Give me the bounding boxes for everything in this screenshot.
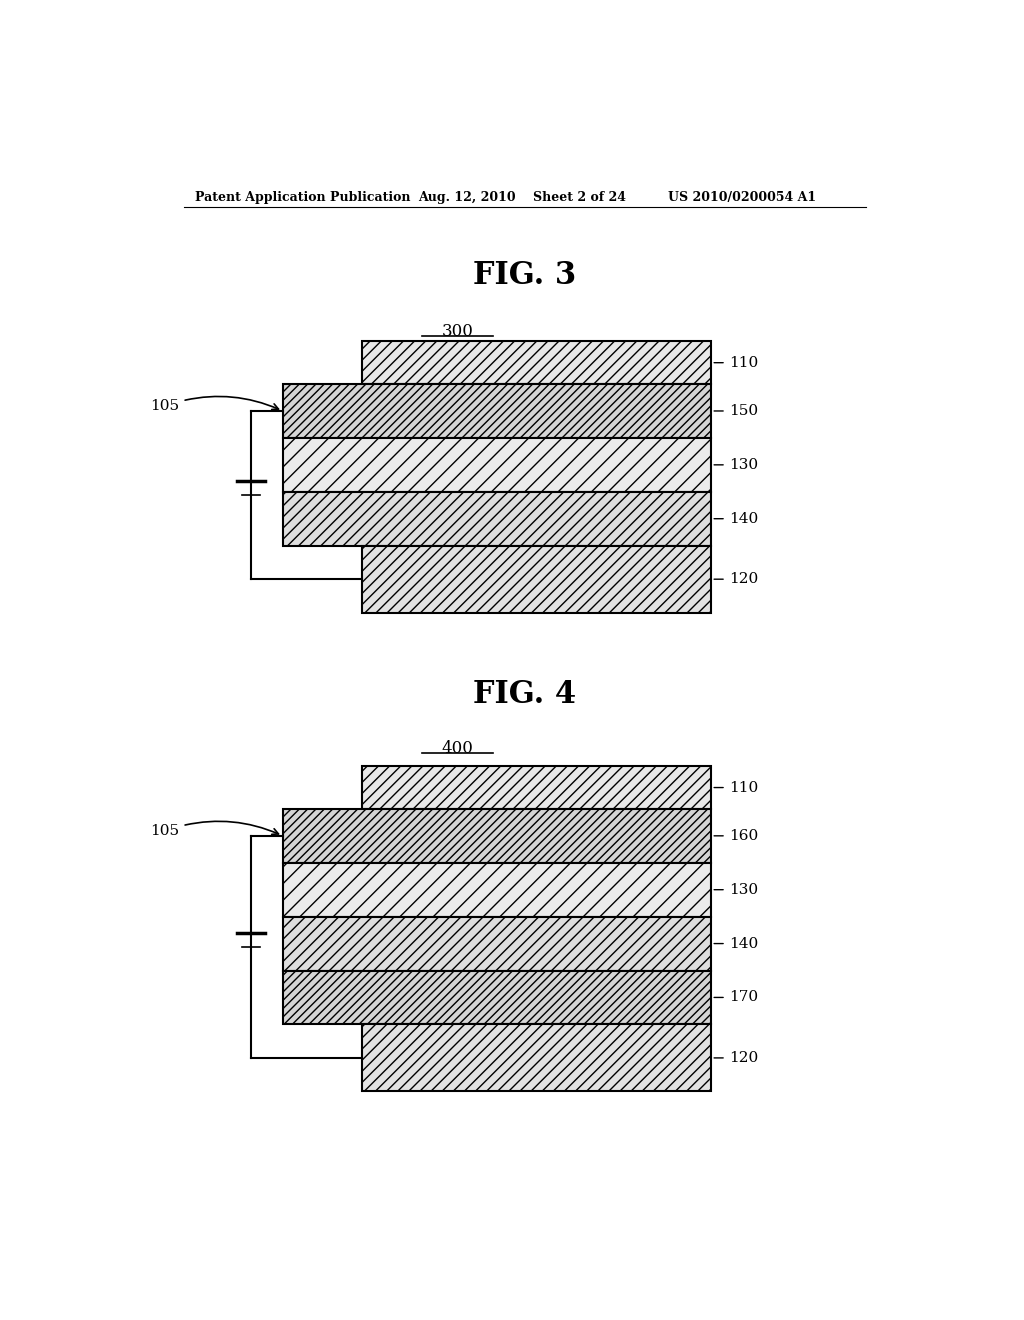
Text: 300: 300	[441, 323, 473, 341]
Text: 160: 160	[714, 829, 758, 843]
Text: 140: 140	[714, 512, 758, 525]
Bar	[283, 438, 712, 492]
Bar	[362, 766, 712, 809]
Text: 110: 110	[714, 355, 758, 370]
Text: 400: 400	[441, 739, 473, 756]
Text: Sheet 2 of 24: Sheet 2 of 24	[532, 191, 626, 203]
Bar	[283, 863, 712, 916]
Text: Patent Application Publication: Patent Application Publication	[196, 191, 411, 203]
Text: 140: 140	[714, 937, 758, 950]
Text: 105: 105	[151, 821, 279, 838]
Text: FIG. 3: FIG. 3	[473, 260, 577, 290]
Bar	[283, 970, 712, 1024]
Bar	[283, 809, 712, 863]
Text: 120: 120	[714, 1051, 758, 1065]
Bar	[362, 342, 712, 384]
Text: 130: 130	[714, 883, 758, 896]
Bar	[283, 916, 712, 970]
Text: 110: 110	[714, 780, 758, 795]
Text: 105: 105	[151, 396, 279, 413]
Text: US 2010/0200054 A1: US 2010/0200054 A1	[668, 191, 816, 203]
Bar	[283, 384, 712, 438]
Text: FIG. 4: FIG. 4	[473, 678, 577, 710]
Bar	[283, 492, 712, 545]
Text: 150: 150	[714, 404, 758, 418]
Text: 130: 130	[714, 458, 758, 471]
Bar	[362, 545, 712, 612]
Text: 170: 170	[714, 990, 758, 1005]
Bar	[362, 1024, 712, 1092]
Text: 120: 120	[714, 572, 758, 586]
Text: Aug. 12, 2010: Aug. 12, 2010	[418, 191, 515, 203]
